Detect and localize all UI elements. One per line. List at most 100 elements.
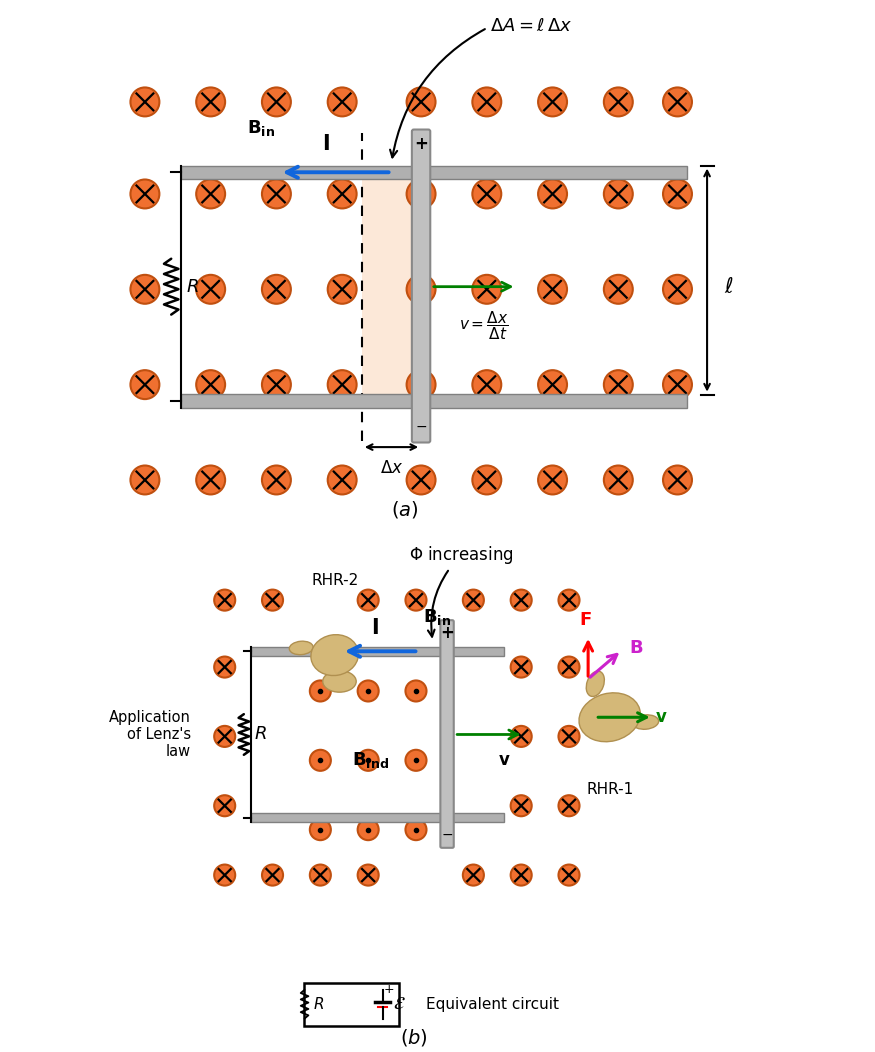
Text: $-$: $-$ xyxy=(415,419,427,432)
Text: $R$: $R$ xyxy=(313,996,325,1012)
Circle shape xyxy=(538,370,567,399)
Text: +: + xyxy=(414,135,428,153)
Circle shape xyxy=(328,370,357,399)
Circle shape xyxy=(262,465,290,494)
Circle shape xyxy=(130,370,159,399)
Ellipse shape xyxy=(290,641,313,654)
Ellipse shape xyxy=(586,671,605,696)
Circle shape xyxy=(196,465,225,494)
Circle shape xyxy=(130,465,159,494)
Circle shape xyxy=(130,275,159,304)
Circle shape xyxy=(558,726,579,747)
Text: $\mathbf{B}$: $\mathbf{B}$ xyxy=(629,639,643,656)
Text: $\mathbf{v}$: $\mathbf{v}$ xyxy=(655,708,668,726)
Circle shape xyxy=(328,87,357,117)
Circle shape xyxy=(473,465,501,494)
Circle shape xyxy=(196,180,225,208)
Circle shape xyxy=(538,275,567,304)
Text: RHR-1: RHR-1 xyxy=(586,782,634,796)
Circle shape xyxy=(473,180,501,208)
Circle shape xyxy=(511,795,532,816)
Circle shape xyxy=(310,681,331,702)
Circle shape xyxy=(407,465,436,494)
Text: $R$: $R$ xyxy=(186,278,199,296)
Circle shape xyxy=(473,275,501,304)
Circle shape xyxy=(511,656,532,677)
Text: $\mathbf{B_{ind}}$: $\mathbf{B_{ind}}$ xyxy=(352,750,389,770)
Circle shape xyxy=(463,589,484,610)
Circle shape xyxy=(558,589,579,610)
Text: Equivalent circuit: Equivalent circuit xyxy=(425,996,558,1012)
Circle shape xyxy=(328,180,357,208)
Circle shape xyxy=(405,820,426,841)
Ellipse shape xyxy=(323,671,356,692)
Circle shape xyxy=(262,589,283,610)
Text: $-$: $-$ xyxy=(441,827,453,841)
Circle shape xyxy=(214,865,235,886)
Circle shape xyxy=(663,180,692,208)
Circle shape xyxy=(214,656,235,677)
Circle shape xyxy=(358,820,379,841)
Circle shape xyxy=(358,865,379,886)
Circle shape xyxy=(214,589,235,610)
Circle shape xyxy=(310,820,331,841)
Circle shape xyxy=(558,865,579,886)
Bar xyxy=(304,983,399,1026)
Ellipse shape xyxy=(579,693,640,742)
Circle shape xyxy=(214,795,235,816)
Text: $\mathbf{I}$: $\mathbf{I}$ xyxy=(372,618,379,638)
Circle shape xyxy=(663,465,692,494)
Circle shape xyxy=(358,681,379,702)
Circle shape xyxy=(310,750,331,771)
Circle shape xyxy=(262,275,290,304)
Text: $\mathbf{B_{in}}$: $\mathbf{B_{in}}$ xyxy=(424,607,452,627)
Bar xyxy=(181,165,688,179)
Text: $\ell$: $\ell$ xyxy=(724,277,733,297)
Circle shape xyxy=(604,275,633,304)
Circle shape xyxy=(328,275,357,304)
FancyBboxPatch shape xyxy=(440,621,454,848)
Circle shape xyxy=(130,87,159,117)
Text: $\mathbf{B_{in}}$: $\mathbf{B_{in}}$ xyxy=(247,118,275,138)
Bar xyxy=(181,394,688,407)
Text: RHR-2: RHR-2 xyxy=(312,573,359,588)
Text: $(b)$: $(b)$ xyxy=(400,1027,428,1048)
Circle shape xyxy=(604,87,633,117)
Circle shape xyxy=(604,370,633,399)
Bar xyxy=(251,813,505,823)
Text: +: + xyxy=(440,624,454,642)
Circle shape xyxy=(358,589,379,610)
Circle shape xyxy=(407,275,436,304)
Circle shape xyxy=(463,865,484,886)
Text: Application
of Lenz's
law: Application of Lenz's law xyxy=(109,710,192,760)
Text: $R$: $R$ xyxy=(255,726,267,744)
Bar xyxy=(251,647,505,656)
Circle shape xyxy=(262,370,290,399)
Bar xyxy=(362,179,421,394)
Circle shape xyxy=(405,589,426,610)
Circle shape xyxy=(130,180,159,208)
Text: $\mathcal{E}$: $\mathcal{E}$ xyxy=(393,995,406,1013)
Circle shape xyxy=(407,370,436,399)
Text: +: + xyxy=(383,983,394,995)
FancyBboxPatch shape xyxy=(412,129,430,443)
Circle shape xyxy=(538,465,567,494)
Circle shape xyxy=(511,865,532,886)
Circle shape xyxy=(538,180,567,208)
Text: $v = \dfrac{\Delta x}{\Delta t}$: $v = \dfrac{\Delta x}{\Delta t}$ xyxy=(458,309,508,343)
Circle shape xyxy=(558,656,579,677)
Circle shape xyxy=(262,87,290,117)
Circle shape xyxy=(473,370,501,399)
Circle shape xyxy=(604,465,633,494)
Circle shape xyxy=(196,275,225,304)
Circle shape xyxy=(407,87,436,117)
Circle shape xyxy=(604,180,633,208)
Circle shape xyxy=(310,865,331,886)
Circle shape xyxy=(196,87,225,117)
Circle shape xyxy=(405,750,426,771)
Circle shape xyxy=(262,180,290,208)
Circle shape xyxy=(663,87,692,117)
Circle shape xyxy=(538,87,567,117)
Ellipse shape xyxy=(633,714,659,729)
Text: $\Delta x$: $\Delta x$ xyxy=(380,459,403,477)
